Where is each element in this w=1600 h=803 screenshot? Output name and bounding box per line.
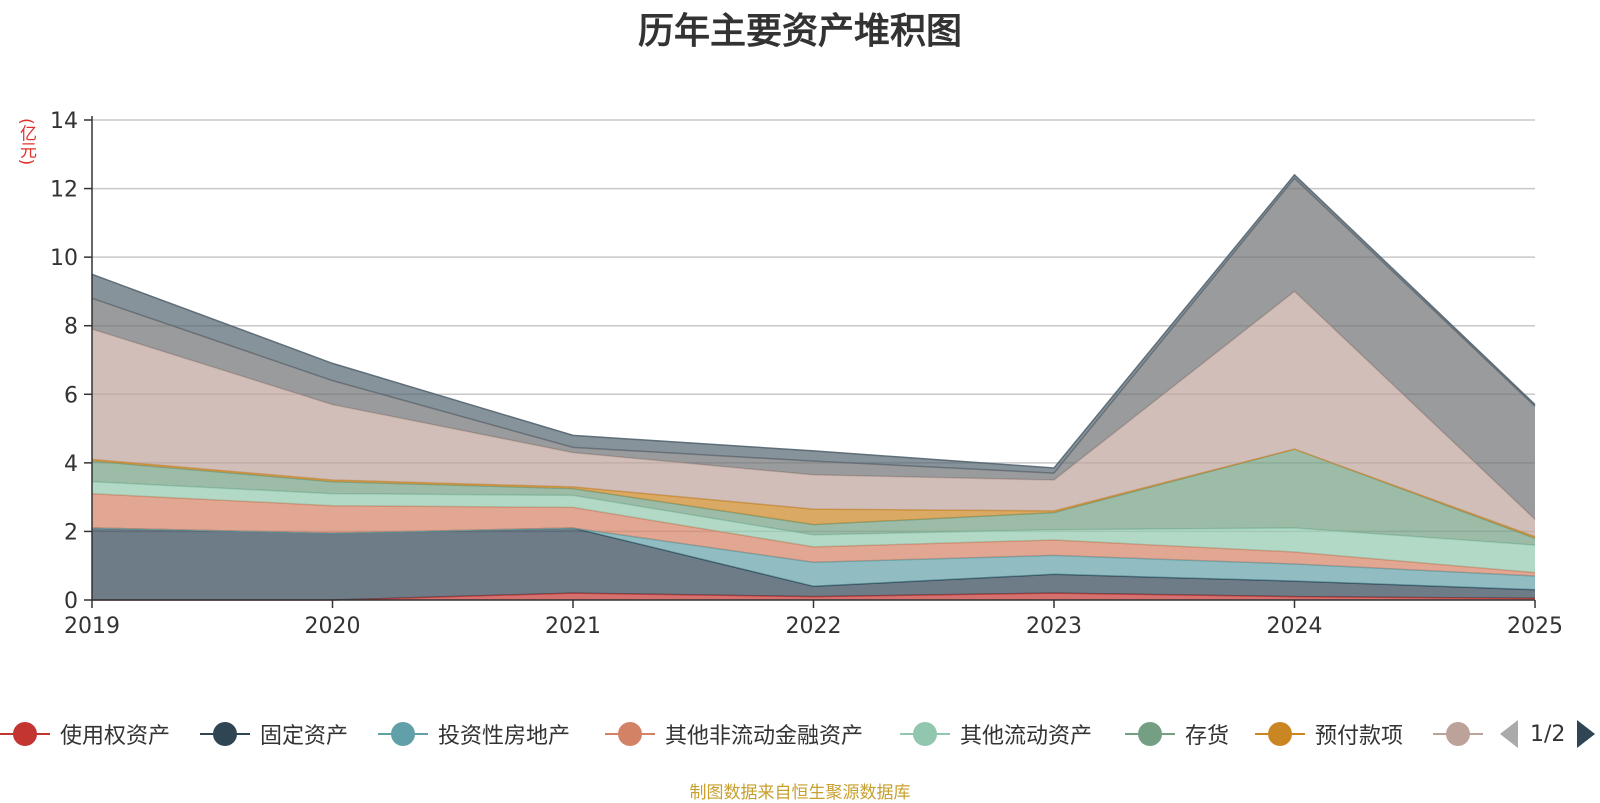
- legend-marker-icon: [200, 721, 250, 747]
- y-tick-label: 14: [50, 109, 78, 134]
- legend-label: 预付款项: [1315, 724, 1404, 749]
- y-tick-label: 12: [50, 178, 78, 203]
- legend-label: 投资性房地产: [438, 724, 571, 749]
- chart-title: 历年主要资产堆积图: [637, 11, 962, 52]
- x-tick-label: 2023: [1026, 614, 1082, 639]
- legend-label: 其他非流动金融资产: [665, 724, 864, 749]
- legend-label: 使用权资产: [60, 724, 171, 749]
- legend-label: 固定资产: [260, 724, 349, 749]
- series-area-0: [92, 593, 1535, 600]
- legend-label: 其他流动资产: [960, 724, 1093, 749]
- series-area-2: [92, 528, 1535, 590]
- legend-marker-icon: [378, 721, 428, 747]
- legend-page-indicator: 1/2: [1530, 721, 1566, 747]
- legend-item[interactable]: 其他非流动金融资产: [605, 714, 863, 754]
- legend-item[interactable]: 使用权资产: [0, 714, 170, 754]
- legend: 使用权资产 固定资产 投资性房地产 其他非流动金融资产 其他流动资产 存货 预付款项: [0, 714, 1600, 754]
- legend-item[interactable]: 固定资产: [200, 714, 348, 754]
- legend-prev-page-button[interactable]: [1500, 720, 1518, 748]
- legend-item[interactable]: [1433, 714, 1483, 754]
- legend-marker-icon: [605, 721, 655, 747]
- legend-next-page-button[interactable]: [1577, 720, 1596, 748]
- x-tick-label: 2020: [305, 614, 361, 639]
- legend-item[interactable]: 其他流动资产: [900, 714, 1092, 754]
- legend-item[interactable]: 预付款项: [1255, 714, 1403, 754]
- y-tick-label: 8: [64, 315, 78, 340]
- series-area-1: [92, 528, 1535, 600]
- x-tick-label: 2019: [64, 614, 120, 639]
- series-line-9: [91, 173, 1536, 469]
- x-tick-label: 2024: [1267, 614, 1323, 639]
- x-tick-label: 2021: [545, 614, 601, 639]
- legend-marker-icon: [1433, 721, 1483, 747]
- y-axis-unit-text: (亿元): [16, 118, 36, 166]
- legend-marker-icon: [1255, 721, 1305, 747]
- y-tick-label: 4: [64, 452, 78, 477]
- series-area-3: [92, 493, 1535, 576]
- x-tick-label: 2025: [1507, 614, 1563, 639]
- series-area-7: [92, 291, 1535, 537]
- legend-marker-icon: [900, 721, 950, 747]
- legend-item[interactable]: 存货: [1125, 714, 1229, 754]
- y-tick-label: 2: [64, 520, 78, 545]
- area-series-layer: [91, 173, 1536, 601]
- x-tick-label: 2022: [786, 614, 842, 639]
- legend-label: 存货: [1185, 724, 1230, 749]
- legend-item[interactable]: 投资性房地产: [378, 714, 570, 754]
- series-area-4: [92, 481, 1535, 573]
- source-note: 制图数据来自恒生聚源数据库: [689, 783, 911, 803]
- series-area-6: [92, 449, 1535, 539]
- axes: 0 2 4 6 8 10 12 14 2019 2020 2021 2022 2023 2024 2025: [50, 109, 1563, 639]
- y-tick-label: 6: [64, 383, 78, 408]
- y-tick-label: 10: [50, 246, 78, 271]
- legend-marker-icon: [0, 721, 50, 747]
- legend-marker-icon: [1125, 721, 1175, 747]
- y-axis-unit-label: (亿元): [14, 118, 48, 174]
- legend-pager: 1/2: [1500, 714, 1596, 754]
- series-area-5: [92, 449, 1535, 546]
- y-tick-label: 0: [64, 589, 78, 614]
